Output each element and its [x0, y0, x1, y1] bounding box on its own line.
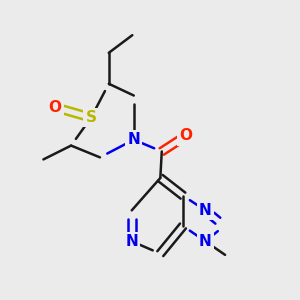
Text: N: N [125, 234, 138, 249]
Text: N: N [199, 234, 212, 249]
Text: S: S [85, 110, 97, 125]
Text: N: N [128, 132, 140, 147]
Text: O: O [179, 128, 192, 143]
Text: N: N [199, 203, 212, 218]
Text: O: O [49, 100, 62, 115]
